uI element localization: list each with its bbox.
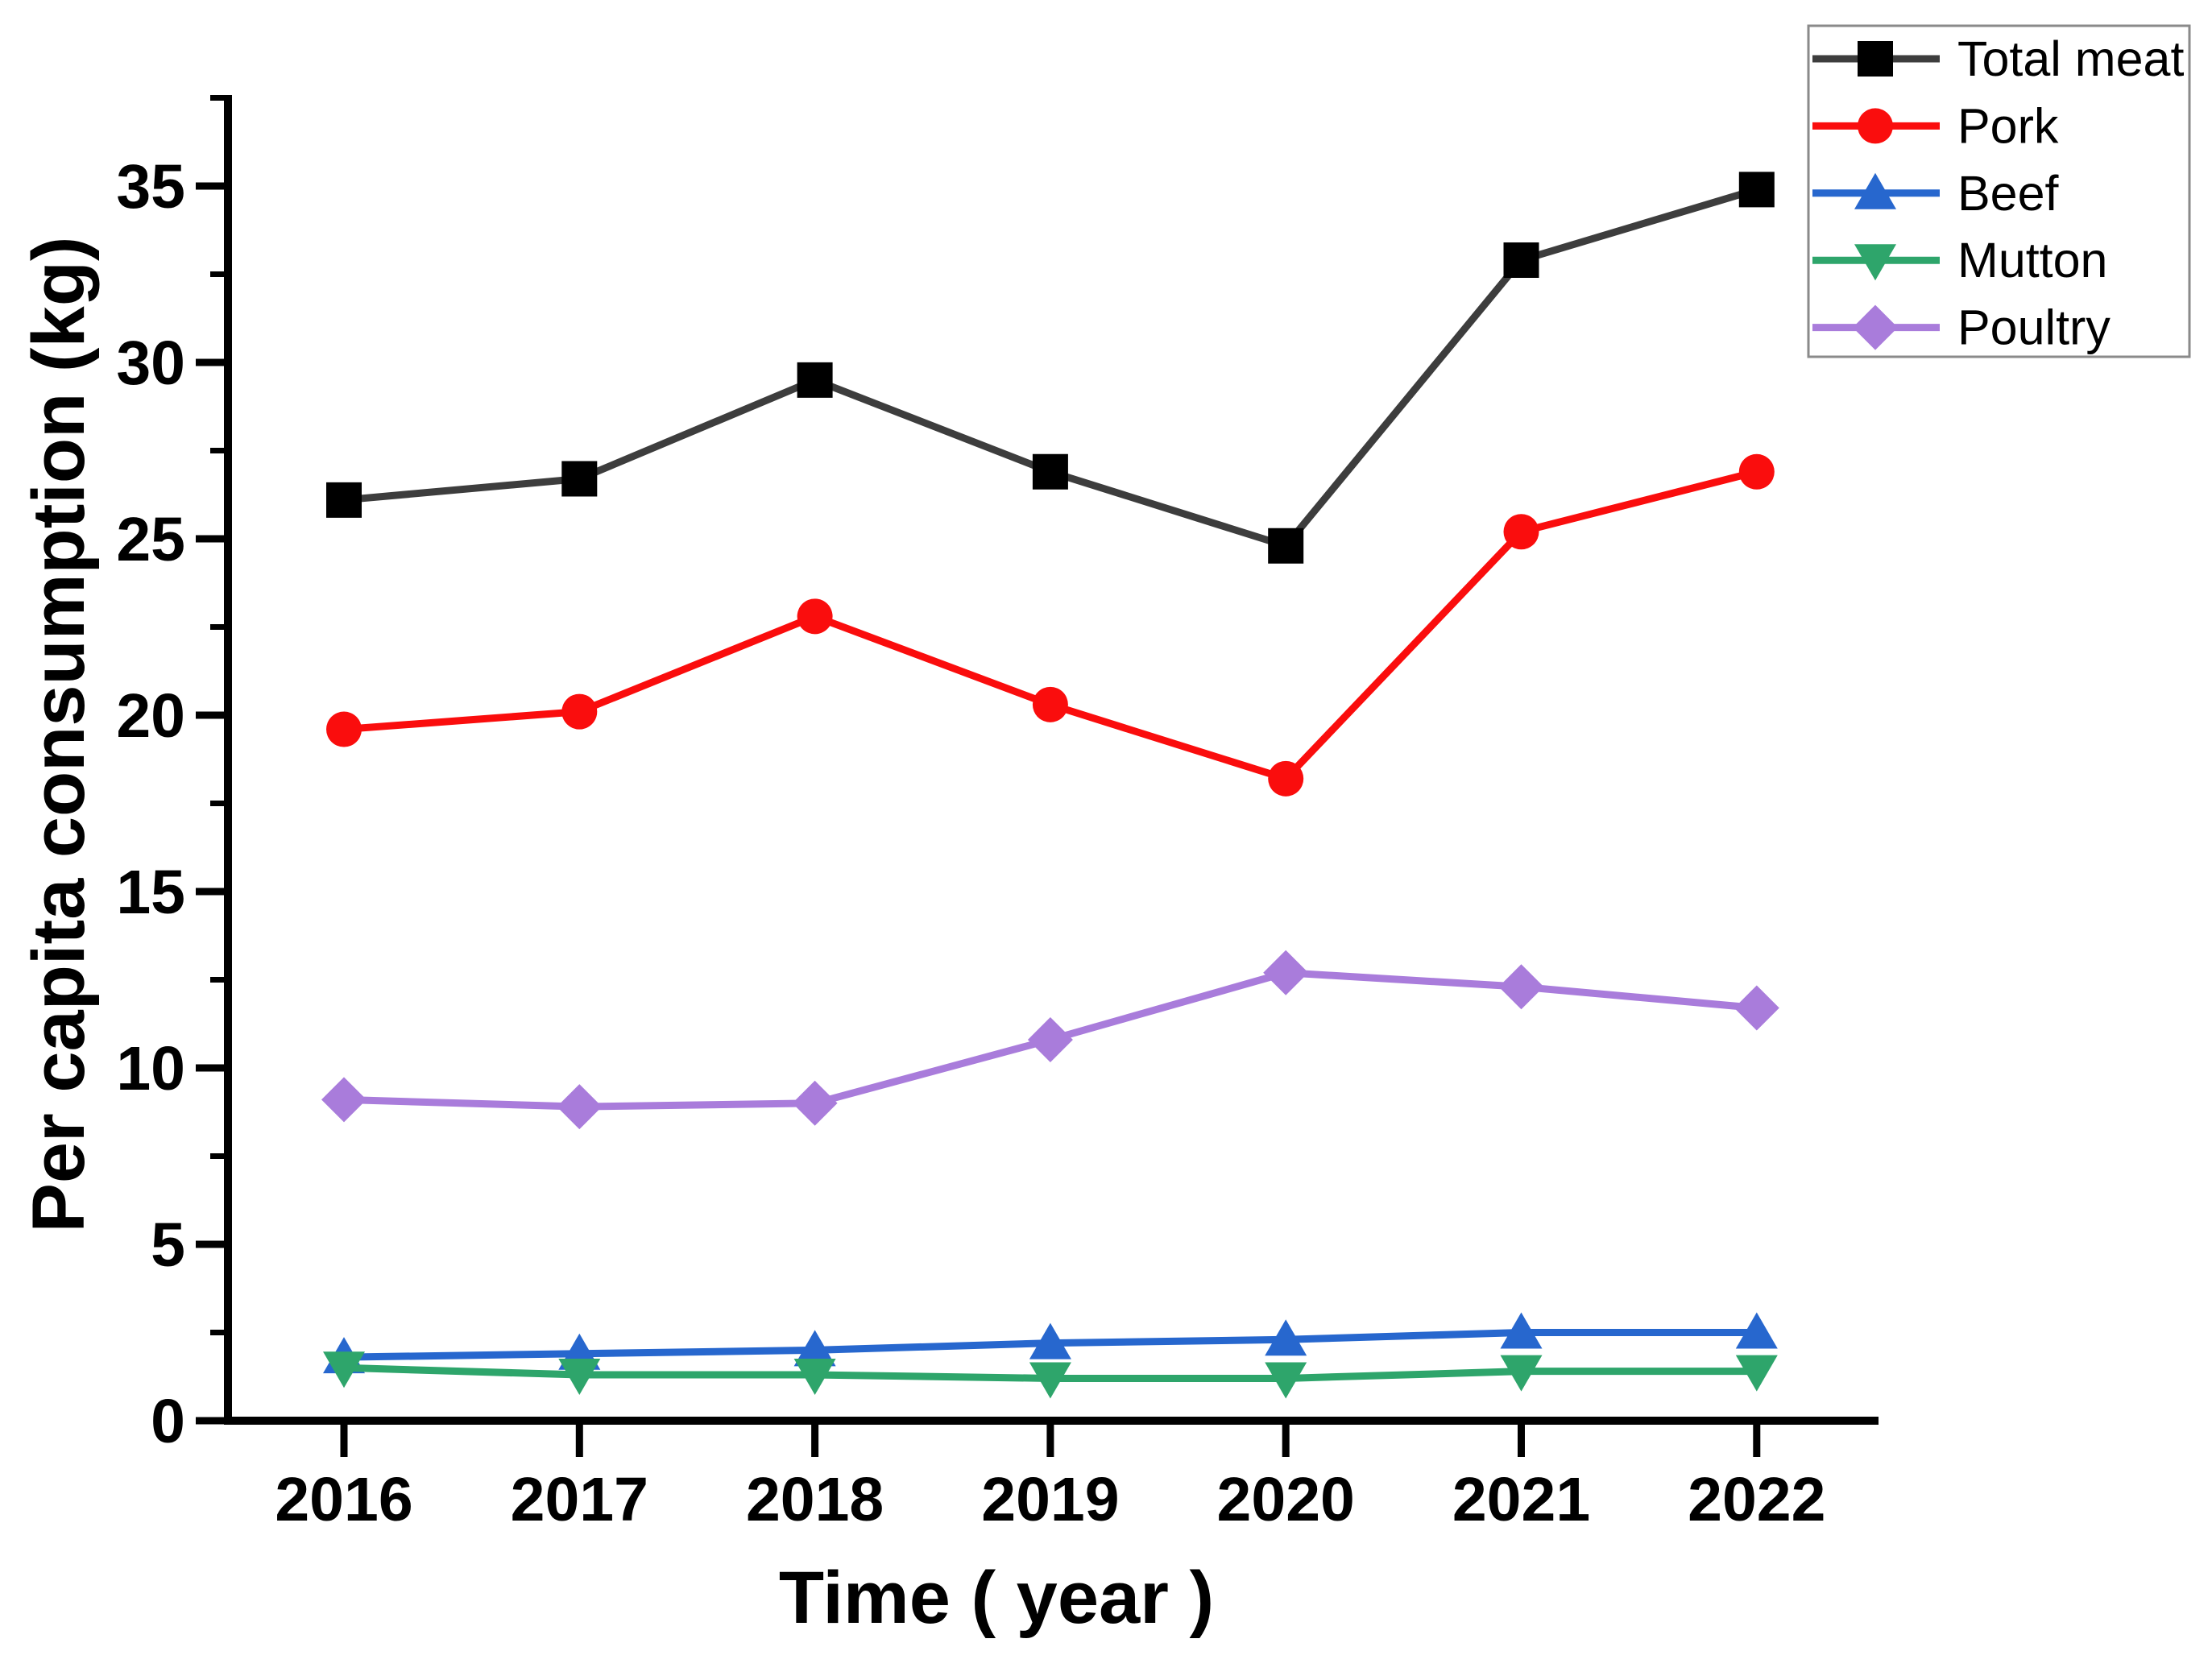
series-line-pork	[340, 468, 1761, 783]
legend-item-mutton: Mutton	[1812, 233, 2108, 288]
legend-label-poultry: Poultry	[1957, 300, 2111, 355]
pork-marker-2022	[1738, 453, 1775, 490]
y-tick-label: 0	[151, 1387, 185, 1456]
total-meat-marker-2022	[1738, 172, 1775, 208]
x-axis-title: Time ( year )	[779, 1557, 1214, 1639]
total-meat-marker-2019	[1032, 453, 1068, 490]
pork-marker-2021	[1503, 514, 1539, 550]
total-meat-marker-2016	[326, 482, 362, 518]
legend-total-meat-marker-icon	[1858, 41, 1893, 77]
beef-marker-2018	[793, 1330, 836, 1367]
legend-item-poultry: Poultry	[1812, 300, 2111, 355]
poultry-marker-2022	[1734, 985, 1779, 1031]
x-tick-label: 2018	[746, 1465, 884, 1534]
poultry-marker-2021	[1498, 964, 1544, 1010]
beef-marker-2020	[1265, 1319, 1307, 1356]
series-line-total-meat	[340, 185, 1761, 550]
y-tick-label: 30	[116, 329, 185, 398]
beef-marker-2022	[1735, 1312, 1778, 1349]
y-tick-label: 15	[116, 858, 185, 927]
total-meat-marker-2020	[1268, 528, 1304, 564]
legend-item-pork: Pork	[1812, 98, 2059, 153]
legend-label-pork: Pork	[1957, 98, 2059, 153]
legend-pork-marker-icon	[1858, 108, 1893, 144]
mutton-marker-2021	[1500, 1355, 1543, 1392]
beef-marker-2019	[1029, 1322, 1071, 1359]
poultry-marker-2018	[792, 1080, 838, 1126]
legend-item-beef: Beef	[1812, 166, 2060, 221]
legend-label-total-meat: Total meat	[1957, 31, 2184, 86]
x-tick-label: 2016	[275, 1465, 412, 1534]
mutton-marker-2020	[1265, 1362, 1307, 1399]
pork-marker-2017	[561, 693, 598, 730]
data-series	[321, 172, 1779, 1399]
total-meat-marker-2018	[797, 362, 833, 398]
mutton-marker-2017	[558, 1359, 601, 1396]
poultry-marker-2020	[1263, 950, 1309, 995]
pork-marker-2016	[326, 711, 362, 747]
total-meat-marker-2021	[1503, 242, 1539, 278]
x-tick-label: 2017	[511, 1465, 648, 1534]
mutton-marker-2016	[323, 1351, 365, 1388]
pork-marker-2020	[1268, 760, 1304, 797]
poultry-marker-2017	[557, 1084, 603, 1130]
beef-marker-2021	[1500, 1312, 1543, 1349]
y-tick-label: 20	[116, 681, 185, 751]
poultry-marker-2019	[1027, 1016, 1073, 1062]
legend-beef-marker-icon	[1854, 172, 1896, 209]
y-tick-label: 25	[116, 505, 185, 574]
x-tick-label: 2022	[1688, 1465, 1825, 1534]
pork-marker-2018	[797, 598, 833, 635]
mutton-marker-2022	[1735, 1355, 1778, 1392]
x-tick-label: 2021	[1452, 1465, 1590, 1534]
legend-label-mutton: Mutton	[1957, 233, 2108, 288]
axes	[196, 95, 1879, 1457]
y-axis-title: Per capita consumption (kg)	[18, 236, 100, 1232]
pork-marker-2019	[1032, 686, 1068, 722]
total-meat-marker-2017	[561, 461, 598, 497]
x-tick-label: 2020	[1217, 1465, 1355, 1534]
mutton-marker-2019	[1029, 1362, 1071, 1399]
y-tick-label: 35	[116, 152, 185, 221]
legend: Total meat Pork Beef Mutton Poultry	[1807, 24, 2191, 358]
legend-item-total-meat: Total meat	[1812, 31, 2184, 86]
y-tick-label: 5	[151, 1210, 185, 1280]
legend-poultry-marker-icon	[1853, 304, 1898, 350]
tick-labels: 0 5 10 15 20 25 30 35 2016 2017 2018 2019 2020 2021 20…	[116, 152, 1825, 1534]
x-tick-label: 2019	[981, 1465, 1119, 1534]
poultry-marker-2016	[321, 1077, 367, 1123]
y-tick-label: 10	[116, 1034, 185, 1103]
legend-label-beef: Beef	[1957, 166, 2060, 221]
legend-mutton-marker-icon	[1854, 244, 1896, 281]
mutton-marker-2018	[793, 1359, 836, 1396]
